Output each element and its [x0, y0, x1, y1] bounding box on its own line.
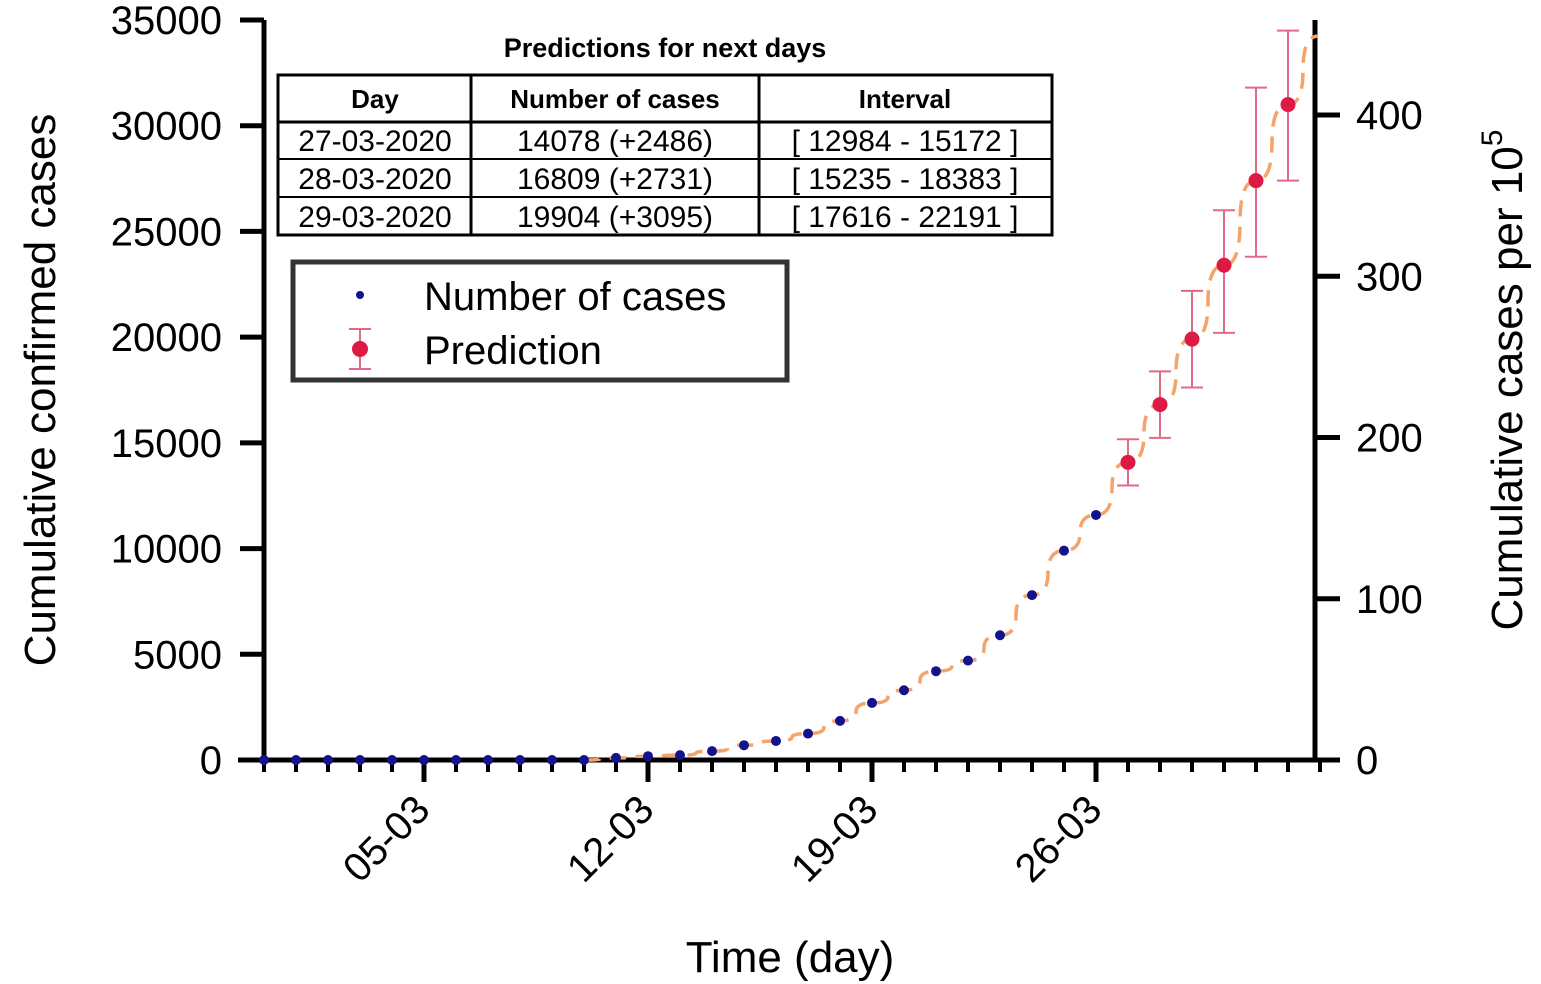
data-point: [643, 751, 653, 762]
data-point: [547, 755, 557, 765]
x-tick-label: 26-03: [1007, 787, 1110, 890]
y-tick-label: 5000: [133, 633, 222, 677]
data-point: [291, 755, 301, 765]
table-cell: [ 15235 - 18383 ]: [792, 163, 1019, 196]
y-tick-label: 25000: [111, 210, 222, 254]
y2-tick-label: 300: [1356, 255, 1423, 299]
x-ticks: 05-03 12-03 19-03 26-03: [262, 760, 1322, 891]
legend: Number of cases Prediction: [290, 259, 790, 383]
y-tick-label: 10000: [111, 528, 222, 572]
table-cell: 16809 (+2731): [517, 163, 713, 196]
data-point: [995, 630, 1005, 641]
data-point: [931, 666, 941, 677]
data-point: [867, 697, 877, 708]
data-point: [963, 655, 973, 666]
data-point: [259, 755, 269, 765]
legend-observed-marker: [356, 291, 364, 299]
data-point: [835, 715, 845, 726]
data-point: [515, 755, 525, 765]
prediction-series: [1117, 29, 1299, 487]
x-axis-title: Time (day): [686, 933, 895, 982]
x-tick-label: 19-03: [783, 787, 886, 890]
legend-label-prediction: Prediction: [424, 329, 602, 373]
legend-label-observed: Number of cases: [424, 275, 726, 319]
data-point: [611, 752, 621, 763]
prediction-point: [1280, 97, 1296, 113]
y2-tick-label: 200: [1356, 417, 1423, 461]
data-point: [579, 755, 589, 765]
prediction-point: [1216, 257, 1232, 273]
legend-box: [290, 259, 790, 383]
y2-tick-label: 0: [1356, 739, 1378, 783]
table-cell: 28-03-2020: [298, 163, 451, 196]
table-cell: 27-03-2020: [298, 125, 451, 158]
data-point: [1059, 545, 1069, 556]
table-header-day: Day: [351, 84, 399, 114]
data-point: [323, 755, 333, 765]
data-point: [355, 755, 365, 765]
x-tick-label: 12-03: [559, 787, 662, 890]
table-cell: 19904 (+3095): [517, 201, 713, 234]
data-point: [451, 755, 461, 765]
y2-axis-title: Cumulative cases per 105: [1476, 130, 1532, 631]
legend-prediction-marker: [352, 341, 368, 357]
prediction-point: [1120, 454, 1136, 470]
data-point: [707, 746, 717, 757]
data-point: [739, 740, 749, 751]
table-cell: [ 17616 - 22191 ]: [792, 201, 1019, 234]
data-point: [803, 728, 813, 739]
data-point: [419, 755, 429, 765]
y-tick-label: 20000: [111, 316, 222, 360]
table-header-cases: Number of cases: [510, 84, 720, 114]
table-title: Predictions for next days: [504, 33, 827, 63]
observed-series: [259, 509, 1101, 765]
data-point: [1091, 509, 1101, 520]
data-point: [771, 735, 781, 746]
y-tick-label: 15000: [111, 422, 222, 466]
data-point: [483, 755, 493, 765]
y2-axis-title-main: Cumulative cases per 10: [1483, 146, 1532, 630]
table-cell: [ 12984 - 15172 ]: [792, 125, 1019, 158]
right-ticks: 0 100 200 300 400: [1315, 94, 1423, 783]
y2-tick-label: 100: [1356, 578, 1423, 622]
table-header-interval: Interval: [859, 84, 952, 114]
table-cell: 14078 (+2486): [517, 125, 713, 158]
data-point: [387, 755, 397, 765]
prediction-point: [1152, 397, 1168, 413]
y-tick-label: 35000: [111, 0, 222, 43]
data-point: [899, 685, 909, 696]
left-ticks: 0 5000 10000 15000 20000 25000 30000 35000: [111, 0, 264, 783]
table-border: [276, 73, 1054, 237]
table-cell: 29-03-2020: [298, 201, 451, 234]
y2-axis-title-sup: 5: [1476, 130, 1509, 147]
data-point: [1027, 590, 1037, 601]
y-tick-label: 30000: [111, 105, 222, 149]
prediction-point: [1248, 173, 1264, 189]
y2-tick-label: 400: [1356, 94, 1423, 138]
y-axis-title: Cumulative confirmed cases: [16, 114, 65, 667]
y-tick-label: 0: [200, 739, 222, 783]
prediction-point: [1184, 331, 1200, 347]
data-point: [675, 750, 685, 761]
prediction-table: Predictions for next days Day Number of …: [276, 33, 1054, 237]
x-tick-label: 05-03: [335, 787, 438, 890]
fit-curve: [583, 34, 1319, 762]
